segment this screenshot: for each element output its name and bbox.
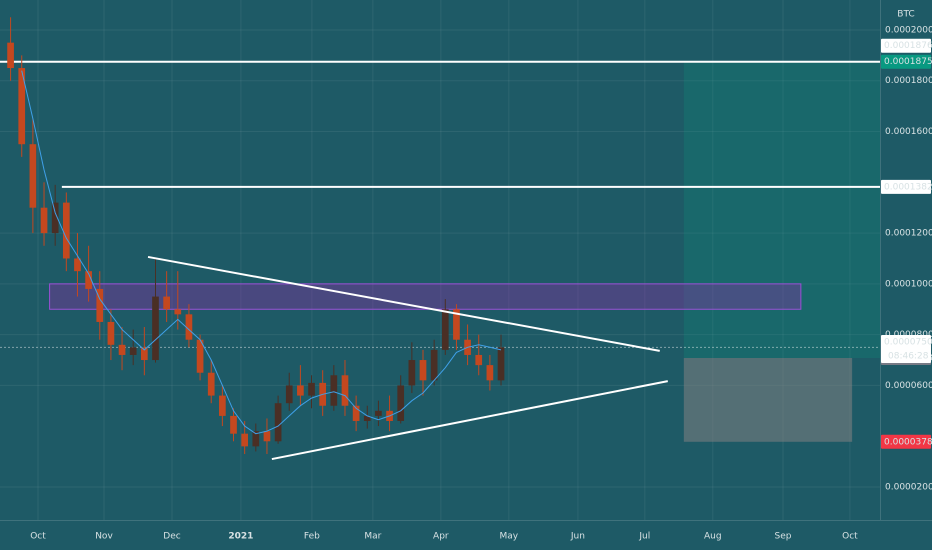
candle-body	[118, 344, 126, 355]
price-label-box	[881, 54, 931, 69]
candle-body	[40, 207, 48, 234]
candle-body	[408, 360, 416, 386]
candle-body	[51, 202, 59, 234]
moving-average	[21, 70, 502, 435]
candle-body	[252, 431, 260, 447]
candle-body	[152, 296, 159, 361]
x-tick-label: Feb	[304, 532, 320, 542]
candle-body	[341, 375, 349, 406]
candle-body	[453, 309, 460, 340]
trendline	[147, 255, 660, 352]
currency-label: BTC	[897, 10, 914, 20]
candle-body	[230, 415, 237, 434]
price-label: 0.0001875	[884, 57, 932, 67]
y-tick-label: 0.0002000	[885, 25, 932, 35]
candle-body	[196, 339, 204, 373]
price-label-box	[881, 434, 931, 449]
candle-body	[141, 347, 148, 361]
candle-body	[207, 372, 215, 396]
x-tick-label: Jul	[638, 532, 650, 542]
candle-body	[96, 288, 104, 322]
target-zone	[683, 61, 880, 359]
candle-body	[107, 321, 115, 345]
candle-body	[62, 202, 70, 259]
candle-body	[174, 309, 182, 315]
stop-zone	[683, 358, 853, 442]
candle-body	[219, 395, 226, 416]
candle-body	[308, 382, 315, 396]
candle-body	[441, 309, 449, 350]
x-tick-label: Dec	[163, 532, 180, 542]
x-tick-label: Sep	[775, 532, 792, 542]
candle-body	[263, 431, 271, 442]
x-tick-label: Apr	[433, 532, 449, 542]
price-label: 0.0000378	[884, 437, 932, 447]
candle-body	[85, 271, 92, 289]
candle-body	[18, 68, 26, 145]
candle-body	[397, 385, 405, 421]
x-tick-label: Jun	[570, 532, 585, 542]
candle-body	[241, 433, 249, 447]
y-tick-label: 0.0000200	[885, 482, 932, 492]
candle-body	[129, 347, 137, 355]
price-label-box	[881, 38, 931, 53]
candle-body	[29, 144, 37, 208]
candle-body	[163, 296, 170, 310]
candle-body	[330, 375, 338, 406]
x-tick-label: Oct	[30, 532, 46, 542]
candle-body	[274, 403, 282, 442]
candle-body	[74, 258, 81, 272]
x-tick-label: Mar	[364, 532, 381, 542]
candle-body	[285, 385, 293, 404]
candle-body	[486, 365, 494, 381]
x-tick-label: 2021	[228, 532, 253, 542]
y-tick-label: 0.0001200	[885, 229, 932, 239]
y-tick-label: 0.0001800	[885, 76, 932, 86]
candle-body	[430, 349, 438, 381]
candle-body	[419, 360, 427, 381]
trendline	[271, 380, 668, 461]
candle-body	[497, 347, 505, 381]
price-label: 0.0000750	[884, 338, 932, 348]
candle-body	[297, 385, 304, 396]
y-tick-label: 0.0000600	[885, 381, 932, 391]
price-label: 0.0001382	[884, 182, 932, 192]
candle-body	[475, 354, 483, 366]
x-tick-label: Oct	[842, 532, 858, 542]
candle-body	[7, 42, 14, 69]
candle-body	[352, 405, 360, 421]
candle-body	[375, 410, 382, 416]
x-tick-label: Nov	[95, 532, 113, 542]
x-tick-label: Aug	[704, 532, 722, 542]
resistance-zone	[49, 283, 802, 310]
price-label-box	[881, 179, 931, 194]
y-tick-label: 0.0001600	[885, 127, 932, 137]
y-tick-label: 0.0001000	[885, 279, 932, 289]
countdown: 08:46:28	[888, 352, 929, 362]
price-label: 0.0001876	[884, 41, 932, 51]
candle-body	[185, 314, 193, 340]
candle-body	[363, 415, 371, 421]
x-tick-label: May	[500, 532, 519, 542]
price-label-box	[881, 335, 931, 364]
